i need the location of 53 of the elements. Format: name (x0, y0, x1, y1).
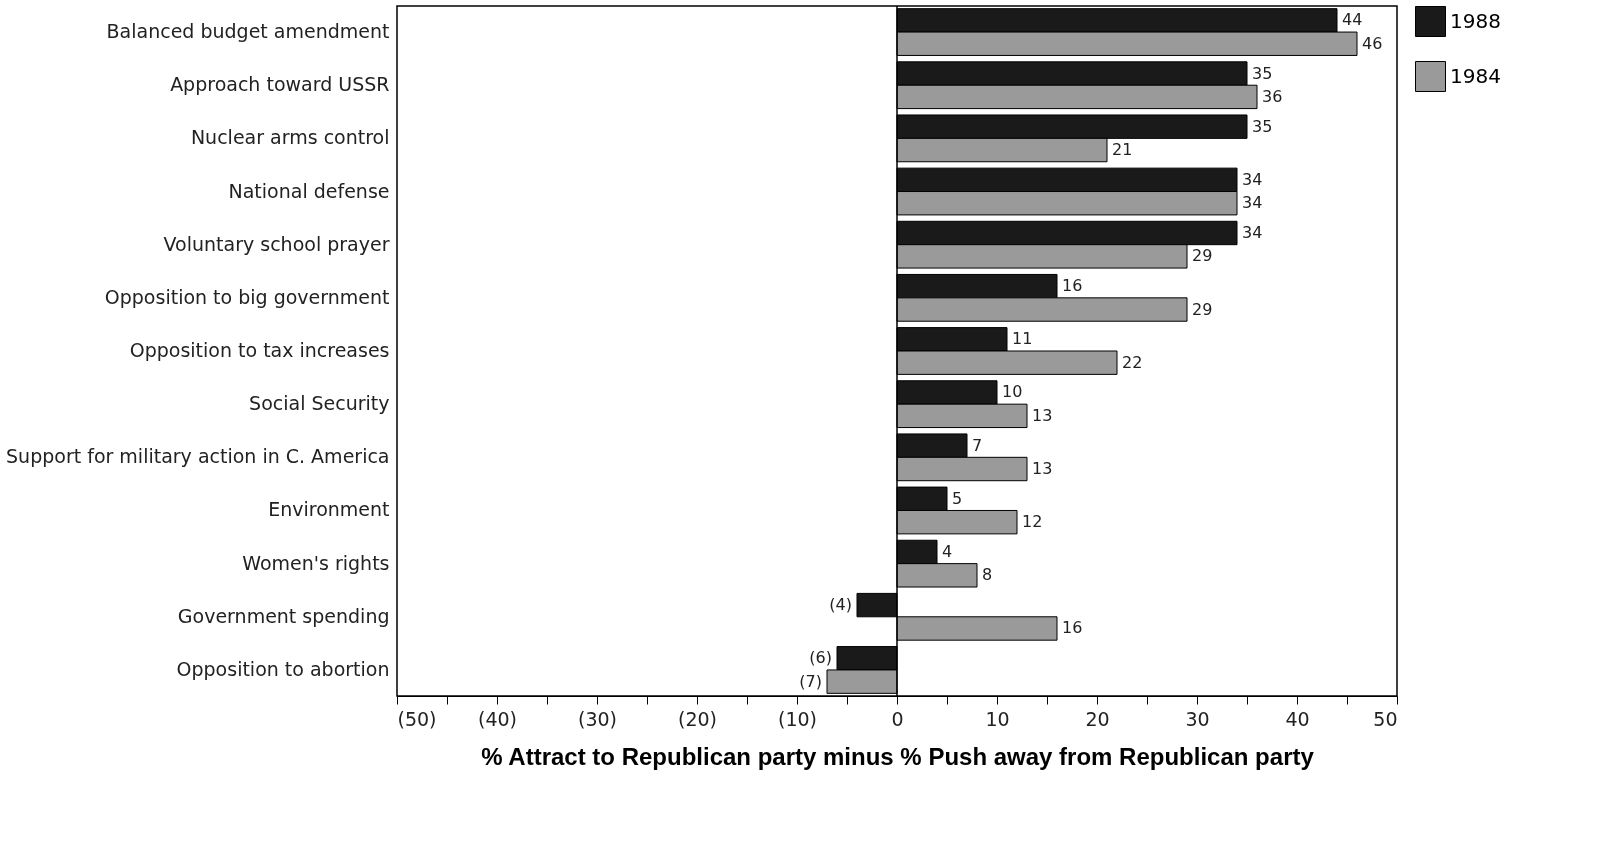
y-tick-label: Women's rights (242, 551, 390, 574)
y-tick-label: Opposition to big government (104, 285, 390, 308)
data-label: 34 (1242, 169, 1263, 189)
x-tick-label: 40 (1285, 707, 1310, 730)
data-label: 44 (1342, 10, 1363, 30)
y-tick-label: Social Security (249, 392, 390, 415)
data-label: 21 (1112, 140, 1133, 160)
x-axis-title: % Attract to Republican party minus % Push away from Republican party (481, 742, 1315, 770)
data-label: 12 (1022, 512, 1043, 532)
x-tick-label: 50 (1373, 707, 1398, 730)
x-tick-label: 10 (985, 707, 1010, 730)
data-label: 16 (1062, 618, 1083, 638)
data-label: 22 (1122, 352, 1143, 372)
data-label: 5 (952, 488, 963, 508)
x-tick-label: (40) (477, 707, 518, 730)
data-label: 11 (1012, 329, 1033, 349)
data-label: 8 (982, 565, 993, 585)
y-tick-label: Balanced budget amendment (106, 20, 390, 43)
data-label: 7 (972, 435, 983, 455)
data-label: 13 (1032, 405, 1053, 425)
data-label: (4) (829, 595, 852, 615)
data-label: 36 (1262, 86, 1283, 106)
y-tick-label: Support for military action in C. America (6, 445, 390, 468)
data-label: 16 (1062, 276, 1083, 296)
data-label: (6) (809, 648, 832, 668)
data-label: 10 (1002, 382, 1023, 402)
x-tick-label: 30 (1185, 707, 1210, 730)
x-tick-label: (20) (677, 707, 718, 730)
y-tick-label: Approach toward USSR (170, 73, 390, 96)
y-tick-label: Nuclear arms control (190, 126, 390, 149)
x-tick-label: (50) (397, 707, 437, 730)
y-tick-label: Opposition to tax increases (129, 339, 390, 361)
data-label: 34 (1242, 193, 1263, 213)
data-label: 13 (1032, 459, 1053, 479)
data-label: 46 (1362, 33, 1383, 53)
y-tick-label: Opposition to abortion (176, 657, 390, 680)
x-tick-label: 20 (1085, 707, 1110, 730)
legend-label: 1984 (1450, 63, 1501, 88)
data-label: 4 (942, 541, 953, 561)
legend-label: 1988 (1450, 8, 1501, 33)
data-label: (7) (799, 671, 822, 691)
data-label: 35 (1252, 63, 1273, 83)
y-tick-label: Environment (268, 498, 390, 521)
data-label: 29 (1192, 246, 1213, 266)
data-label: 34 (1242, 222, 1263, 242)
y-tick-label: National defense (228, 179, 390, 202)
x-tick-label: (10) (777, 707, 818, 730)
x-tick-label: 0 (891, 707, 904, 730)
data-label: 35 (1252, 116, 1273, 136)
data-label: 29 (1192, 299, 1213, 319)
x-tick-label: (30) (577, 707, 618, 730)
y-tick-label: Government spending (177, 604, 390, 627)
y-tick-label: Voluntary school prayer (163, 232, 390, 255)
